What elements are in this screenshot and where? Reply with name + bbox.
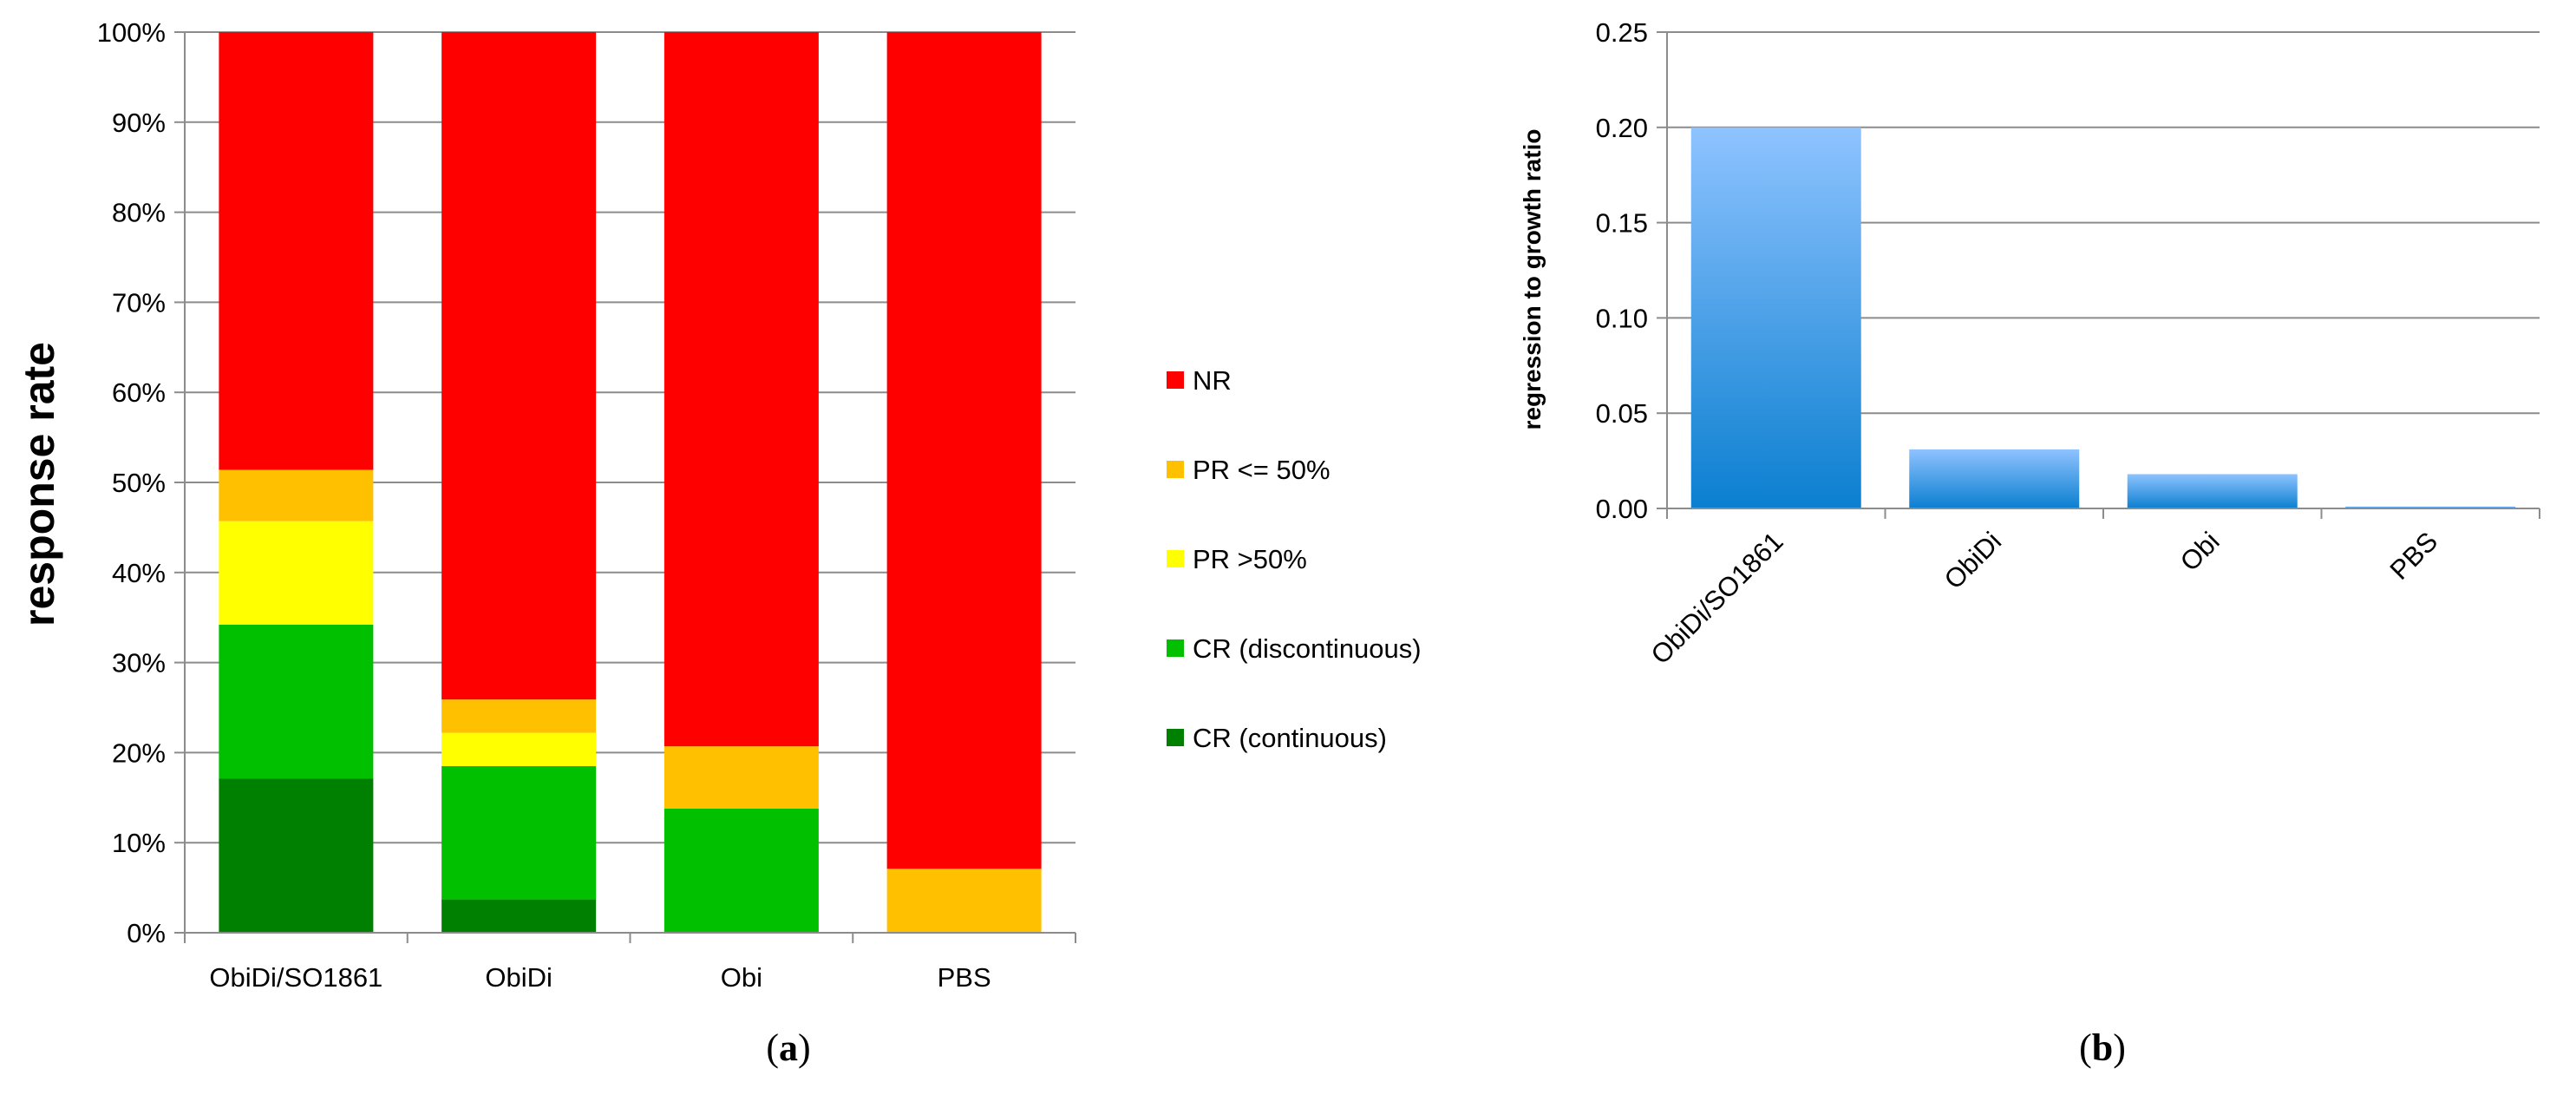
chart-b-y-ticks: 0.00 0.05 0.10 0.15 0.20 0.25 (1596, 17, 1648, 524)
y-tick-label: 0.05 (1596, 398, 1648, 429)
chart-b-y-axis-label: regression to growth ratio (1519, 129, 1546, 430)
bar-pbs-nr (886, 32, 1042, 869)
bar-obidi (1909, 449, 2080, 508)
y-tick-label: 70% (112, 287, 166, 318)
legend-label-cr-discontinuous: CR (discontinuous) (1193, 633, 1422, 664)
chart-a-x-ticks: ObiDi/SO1861 ObiDi Obi PBS (209, 962, 991, 993)
bar-obidi-so1861-pr-50 (219, 521, 374, 626)
panel-label-a: (a) (766, 1026, 810, 1069)
bar-obidi-so1861-nr (219, 32, 374, 470)
chart-a-y-ticks: 0% 10% 20% 30% 40% 50% 60% 70% 80% 90% 100% (97, 17, 166, 948)
bar-pbs-pr-50 (886, 869, 1042, 933)
bar-obidi-nr (441, 32, 597, 700)
y-tick-label: 80% (112, 198, 166, 228)
bar-obi (2127, 474, 2298, 508)
chart-a-bars (219, 32, 1042, 933)
x-tick-label: PBS (2384, 526, 2444, 586)
chart-b-bar: 0.000.050.100.150.200.25 ObiDi/SO1861 Obi… (1519, 17, 2540, 670)
x-tick-label: ObiDi (485, 962, 552, 993)
bar-obidi-so1861-pr-50 (219, 469, 374, 521)
chart-a-stacked-bar: 0% 10% 20% 30% 40% 50% 60% 70% 80% 90% 100% ObiDi/… (15, 17, 1422, 993)
x-tick-label: Obi (2174, 526, 2226, 577)
bar-pbs (2345, 506, 2516, 508)
bar-obidi-cr-continuous (441, 899, 597, 933)
legend-swatch-pr-50 (1167, 550, 1184, 567)
legend-swatch-cr-continuous (1167, 729, 1184, 746)
y-tick-label: 90% (112, 108, 166, 138)
y-tick-label: 0.10 (1596, 303, 1648, 333)
y-tick-label: 0.20 (1596, 113, 1648, 143)
bar-obidi-so1861-cr-continuous (219, 778, 374, 933)
legend-swatch-cr-discontinuous (1167, 639, 1184, 657)
y-tick-label: 0.25 (1596, 17, 1648, 48)
bar-obidi-pr-50 (441, 732, 597, 766)
x-tick-label: PBS (938, 962, 991, 993)
x-tick-label: Obi (721, 962, 762, 993)
bar-obidi-so1861 (1690, 127, 1861, 509)
y-tick-label: 40% (112, 558, 166, 588)
y-tick-label: 0% (127, 918, 166, 948)
chart-a-legend: NR PR <= 50% PR >50% CR (discontinuous) CR (… (1167, 365, 1422, 753)
y-tick-label: 60% (112, 377, 166, 408)
legend-swatch-nr (1167, 371, 1184, 389)
chart-a-axes (174, 31, 1076, 943)
chart-a-y-axis-label: response rate (15, 342, 63, 626)
bar-obi-nr (664, 32, 819, 747)
legend-label-pr-50: PR <= 50% (1193, 455, 1330, 485)
chart-b-bars (1690, 127, 2516, 509)
x-tick-label: ObiDi (1939, 526, 2008, 595)
chart-b-axes (1657, 31, 2540, 519)
bar-obidi-pr-50 (441, 699, 597, 733)
bar-obidi-so1861-cr-discontinuous (219, 625, 374, 779)
bar-obi-cr-discontinuous (664, 808, 819, 933)
x-tick-label: ObiDi/SO1861 (209, 962, 382, 993)
legend-label-cr-continuous: CR (continuous) (1193, 723, 1387, 753)
x-tick-label: ObiDi/SO1861 (1645, 526, 1789, 670)
y-tick-label: 100% (97, 17, 166, 48)
y-tick-label: 30% (112, 648, 166, 679)
y-tick-label: 20% (112, 738, 166, 768)
y-tick-label: 0.00 (1596, 494, 1648, 524)
bar-obidi-cr-discontinuous (441, 765, 597, 900)
panel-label-b: (b) (2079, 1026, 2126, 1069)
y-tick-label: 0.15 (1596, 208, 1648, 239)
chart-b-x-ticks: ObiDi/SO1861 ObiDi Obi PBS (1645, 526, 2444, 670)
bar-obi-pr-50 (664, 746, 819, 809)
y-tick-label: 50% (112, 468, 166, 498)
y-tick-label: 10% (112, 828, 166, 858)
legend-label-pr-50: PR >50% (1193, 544, 1307, 574)
legend-swatch-pr-50 (1167, 461, 1184, 478)
legend-label-nr: NR (1193, 365, 1232, 396)
